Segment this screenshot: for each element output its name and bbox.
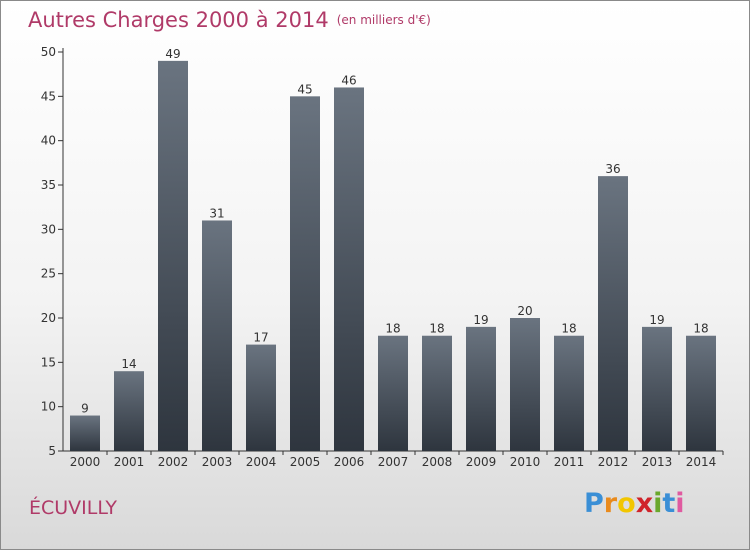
data-labels: 9 14 49 31 17 45 46 18 18 19 20 18 36 19 18 (81, 47, 708, 416)
bar (466, 326, 496, 451)
bar (158, 60, 188, 451)
y-tick-label: 10 (41, 400, 56, 414)
data-label: 18 (561, 322, 576, 336)
data-label: 46 (341, 73, 356, 87)
data-label: 20 (517, 304, 532, 318)
y-tick-label: 5 (48, 444, 56, 458)
x-tick-label: 2012 (598, 455, 629, 469)
y-tick-label: 30 (41, 222, 56, 236)
x-tick-label: 2005 (290, 455, 321, 469)
data-label: 18 (693, 322, 708, 336)
x-tick-label: 2006 (334, 455, 365, 469)
bar (114, 371, 144, 451)
y-tick-label: 25 (41, 267, 56, 281)
y-tick-label: 50 (41, 45, 56, 59)
data-label: 17 (253, 331, 268, 345)
x-tick-label: 2001 (114, 455, 145, 469)
bar (202, 220, 232, 451)
x-tick-label: 2007 (378, 455, 409, 469)
bar (334, 87, 364, 451)
chart-unit: (en milliers d'€) (336, 13, 431, 27)
x-tick-label: 2004 (246, 455, 277, 469)
logo-letter: t (662, 488, 676, 519)
bar (598, 176, 628, 451)
y-tick-label: 40 (41, 134, 56, 148)
data-label: 18 (385, 322, 400, 336)
bar (510, 318, 540, 451)
logo-letter: P (584, 488, 604, 519)
commune-name: ÉCUVILLY (29, 497, 118, 519)
bar (422, 335, 452, 451)
y-tick-label: 45 (41, 89, 56, 103)
logo-letter: i (653, 488, 663, 519)
y-tick-label: 15 (41, 355, 56, 369)
data-label: 49 (165, 47, 180, 61)
proxiti-logo[interactable]: Proxiti (584, 488, 685, 519)
x-tick-label: 2010 (510, 455, 541, 469)
bars (70, 60, 716, 451)
bar (70, 415, 100, 451)
y-tick-label: 20 (41, 311, 56, 325)
data-label: 9 (81, 402, 89, 416)
logo-letter: x (635, 488, 654, 519)
axes: 5 10 15 20 25 30 35 40 45 50 2000 2001 2002 2003 2004 2… (41, 45, 724, 469)
logo-letter: i (675, 488, 685, 519)
data-label: 31 (209, 206, 224, 220)
chart-title-text: Autres Charges 2000 à 2014 (28, 8, 329, 32)
chart-title: Autres Charges 2000 à 2014 (en milliers d… (28, 8, 431, 32)
bar (246, 344, 276, 451)
x-tick-label: 2000 (70, 455, 101, 469)
x-tick-label: 2003 (202, 455, 233, 469)
bar (642, 326, 672, 451)
logo-letter: r (603, 488, 618, 519)
data-label: 14 (121, 357, 136, 371)
x-tick-label: 2002 (158, 455, 189, 469)
bar (290, 96, 320, 451)
bar (686, 335, 716, 451)
x-tick-label: 2011 (554, 455, 585, 469)
data-label: 18 (429, 322, 444, 336)
y-tick-label: 35 (41, 178, 56, 192)
data-label: 19 (473, 313, 488, 327)
x-tick-label: 2013 (642, 455, 673, 469)
data-label: 19 (649, 313, 664, 327)
logo-letter: o (617, 488, 636, 519)
data-label: 36 (605, 162, 620, 176)
x-tick-label: 2009 (466, 455, 497, 469)
bar (378, 335, 408, 451)
x-tick-label: 2014 (686, 455, 717, 469)
data-label: 45 (297, 82, 312, 96)
x-tick-label: 2008 (422, 455, 453, 469)
bar (554, 335, 584, 451)
